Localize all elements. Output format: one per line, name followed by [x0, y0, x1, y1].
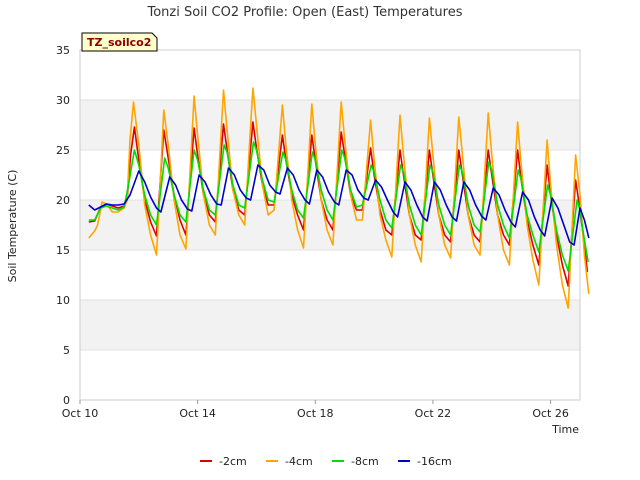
plot-band	[80, 100, 580, 150]
y-tick-label: 0	[63, 394, 70, 407]
x-tick-label: Oct 14	[179, 407, 216, 420]
y-axis-ticks: 0 5 10 15 20 25 30 35	[56, 44, 70, 407]
y-axis-title: Soil Temperature (C)	[6, 170, 19, 283]
plot-band	[80, 300, 580, 350]
x-tick-label: Oct 10	[62, 407, 99, 420]
series-layer	[88, 87, 590, 309]
x-tick-label: Oct 26	[532, 407, 569, 420]
plot-frame	[79, 49, 581, 401]
site-tag-label: TZ_soilco2	[87, 36, 151, 49]
y-tick-label: 30	[56, 94, 70, 107]
y-tick-label: 5	[63, 344, 70, 357]
plot-band	[80, 350, 580, 400]
y-tick-label: 15	[56, 244, 70, 257]
plot-band	[80, 250, 580, 300]
y-tick-label: 25	[56, 144, 70, 157]
plot-band	[80, 50, 580, 100]
x-tick-label: Oct 22	[415, 407, 452, 420]
x-axis-title: Time	[551, 423, 579, 436]
legend-label: -4cm	[285, 455, 313, 468]
x-tick-label: Oct 18	[297, 407, 334, 420]
legend-label: -16cm	[417, 455, 452, 468]
x-axis-ticks: Oct 10 Oct 14 Oct 18 Oct 22 Oct 26	[62, 400, 569, 420]
y-tick-label: 20	[56, 194, 70, 207]
legend-label: -8cm	[351, 455, 379, 468]
plot-band	[80, 150, 580, 200]
legend-label: -2cm	[219, 455, 247, 468]
chart-title: Tonzi Soil CO2 Profile: Open (East) Temp…	[146, 5, 462, 20]
site-tag-badge: TZ_soilco2	[81, 32, 158, 52]
series-line-16cm	[88, 164, 590, 246]
y-tick-label: 35	[56, 44, 70, 57]
y-tick-label: 10	[56, 294, 70, 307]
legend: -2cm -4cm -8cm -16cm	[200, 455, 452, 468]
